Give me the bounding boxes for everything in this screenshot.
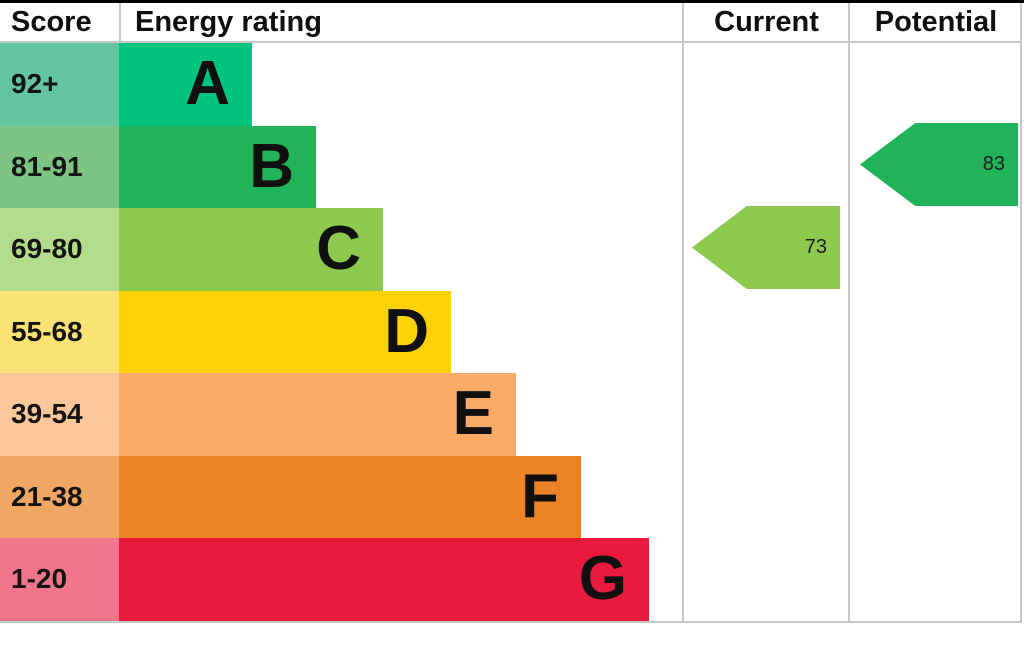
potential-rating-arrow: 83 <box>860 123 1018 206</box>
current-rating-value: 73 <box>804 236 827 258</box>
band-row-c: 69-80 C <box>0 208 683 291</box>
score-range-e: 39-54 <box>0 373 119 456</box>
top-border <box>0 0 1024 3</box>
header-bottom-border <box>0 41 1022 43</box>
rating-bar-g: G <box>119 538 649 621</box>
rating-bar-a: A <box>119 43 252 126</box>
chart-bottom-border <box>0 621 1022 623</box>
band-row-a: 92+ A <box>0 43 683 126</box>
band-row-g: 1-20 G <box>0 538 683 621</box>
header-row: Score Energy rating Current Potential <box>0 3 1022 41</box>
current-rating-arrow: 73 <box>692 206 840 289</box>
header-score: Score <box>11 5 92 38</box>
grade-letter-d: D <box>384 296 429 366</box>
score-range-d: 55-68 <box>0 290 119 373</box>
score-range-c: 69-80 <box>0 208 119 291</box>
rating-bar-b: B <box>119 125 316 208</box>
divider-score-energy <box>119 3 121 41</box>
divider-right-edge <box>1020 3 1022 623</box>
band-row-d: 55-68 D <box>0 290 683 373</box>
grade-letter-e: E <box>452 379 494 449</box>
score-range-b: 81-91 <box>0 125 119 208</box>
score-range-g: 1-20 <box>0 538 119 621</box>
grade-letter-g: G <box>578 544 627 614</box>
score-range-f: 21-38 <box>0 455 119 538</box>
potential-rating-value: 83 <box>982 153 1005 175</box>
band-row-f: 21-38 F <box>0 455 683 538</box>
band-row-b: 81-91 B <box>0 125 683 208</box>
header-current: Current <box>714 5 819 38</box>
grade-letter-b: B <box>249 131 294 201</box>
rating-bar-c: C <box>119 208 383 291</box>
grade-letter-c: C <box>316 214 361 284</box>
divider-energy-current <box>682 3 684 623</box>
rating-bar-e: E <box>119 373 516 456</box>
band-rows: 92+ A 81-91 B 69-80 C 55-68 D 39-54 <box>0 43 683 621</box>
grade-letter-f: F <box>521 461 559 531</box>
grade-letter-a: A <box>185 49 230 119</box>
rating-bar-d: D <box>119 290 451 373</box>
header-potential: Potential <box>874 5 998 38</box>
band-row-e: 39-54 E <box>0 373 683 456</box>
divider-current-potential <box>848 3 850 623</box>
rating-bar-f: F <box>119 455 581 538</box>
score-range-a: 92+ <box>0 43 119 126</box>
header-energy-rating: Energy rating <box>135 5 322 38</box>
